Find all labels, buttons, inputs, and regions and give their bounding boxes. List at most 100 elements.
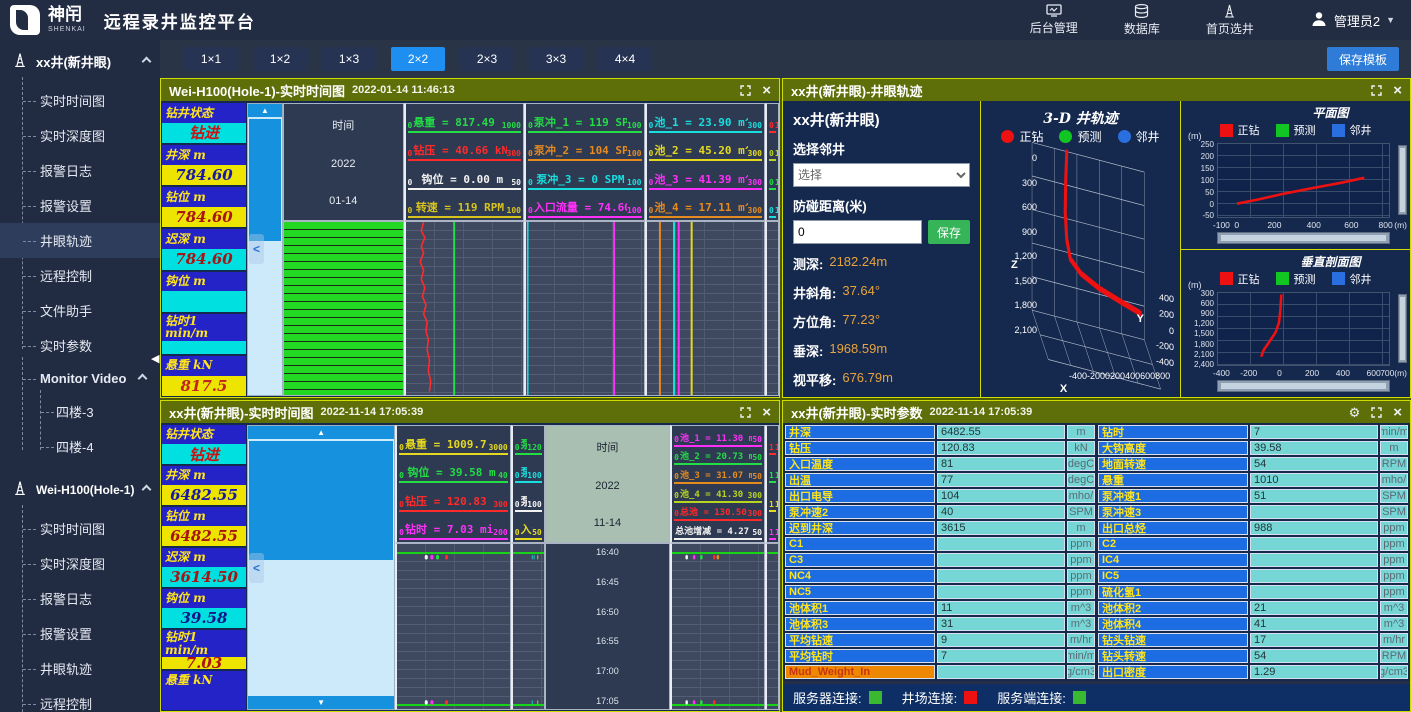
track3-header: 0池_1 = 11.30 m^3500池_2 = 20.73 m^3500池_3…	[670, 425, 765, 543]
save-template-button[interactable]: 保存模板	[1327, 47, 1399, 71]
chart-scrollbar[interactable]: ▲ ▼	[247, 425, 395, 710]
sidebar-item[interactable]: 报警日志	[0, 581, 160, 616]
expand-icon[interactable]	[740, 407, 751, 418]
param-unit-cell: m/hr	[1067, 633, 1095, 647]
sidebar-item[interactable]: 远程控制	[0, 258, 160, 293]
anti-collision-distance-input[interactable]	[793, 220, 922, 244]
gear-icon[interactable]: ⚙	[1349, 406, 1361, 419]
tick-label: 900	[1022, 227, 1037, 237]
scrollbar-thumb[interactable]	[249, 441, 393, 560]
param-label: 钩位 m	[162, 272, 246, 292]
sidebar-collapse-handle[interactable]: ◀	[151, 352, 159, 365]
expand-icon[interactable]	[740, 85, 751, 96]
stat-row: 方位角: 77.23°	[793, 312, 970, 331]
save-distance-button[interactable]: 保存	[928, 220, 970, 244]
layout-button[interactable]: 2×3	[460, 47, 514, 71]
sidebar-item[interactable]: 实时深度图	[0, 118, 160, 153]
scroll-up-icon[interactable]: ▲	[248, 104, 282, 117]
curve-label: 1C_2 = 0 ppm10000	[769, 486, 776, 512]
scroll-down-icon[interactable]: ▼	[248, 696, 394, 709]
scrollbar-thumb[interactable]	[249, 119, 281, 241]
sidebar-item[interactable]: 报警日志	[0, 153, 160, 188]
param-box: 悬重 kN 817.5	[162, 356, 246, 396]
track1-header: 0悬重 = 817.49 kN10000钻压 = 40.66 kN3000钩位 …	[404, 103, 525, 221]
params-table: 井深 6482.55 m 钻时 7 min/m 钻压	[783, 423, 1410, 681]
time-tick-label: 16:45	[596, 577, 619, 587]
scrollbar-thumb[interactable]	[1400, 148, 1405, 212]
nav-home-well-select[interactable]: 首页选井	[1206, 4, 1254, 37]
curve-label: 0泵冲_2 = 104 SPM100	[528, 136, 642, 162]
expand-icon[interactable]	[1371, 85, 1382, 96]
close-icon[interactable]: ×	[762, 83, 771, 98]
close-icon[interactable]: ×	[1393, 405, 1402, 420]
scrollbar-thumb[interactable]	[1220, 382, 1387, 390]
layout-button[interactable]: 2×2	[391, 47, 445, 71]
layout-button[interactable]: 4×4	[598, 47, 652, 71]
vertical-scrollbar[interactable]	[1398, 145, 1407, 215]
scroll-up-icon[interactable]: ▲	[248, 426, 394, 439]
layout-button[interactable]: 3×3	[529, 47, 583, 71]
x-axis-ticks: -1000200400600800	[1218, 220, 1389, 230]
horizontal-scrollbar[interactable]	[1217, 232, 1390, 244]
param-value-cell	[937, 553, 1065, 567]
param-value-cell	[1250, 537, 1378, 551]
sidebar-item[interactable]: 实时时间图	[0, 83, 160, 118]
tick-label: -400	[1213, 368, 1230, 378]
sidebar-item-video[interactable]: 四楼-3	[0, 394, 160, 429]
collapse-params-button[interactable]: <	[249, 553, 264, 583]
stat-row: 测深: 2182.24m	[793, 254, 970, 273]
param-name-cell: 钻时	[1098, 425, 1248, 439]
expand-icon[interactable]	[1371, 407, 1382, 418]
param-name-cell: 出口密度	[1098, 665, 1248, 679]
sidebar-item[interactable]: 实时深度图	[0, 546, 160, 581]
sidebar-well2-items: 实时时间图实时深度图报警日志报警设置井眼轨迹远程控制文件助手	[0, 511, 160, 712]
track1-header: 0悬重 = 1009.7 kN30000钩位 = 39.58 m400钻压 = …	[395, 425, 511, 543]
scrollbar-thumb[interactable]	[1220, 234, 1387, 242]
collapse-params-button[interactable]: <	[249, 234, 264, 264]
param-name-cell: 钻头钻速	[1098, 633, 1248, 647]
legend-swatch	[1332, 272, 1345, 285]
vertical-scrollbar[interactable]	[1398, 294, 1407, 364]
legend-item: 正钻	[1220, 271, 1260, 287]
layout-button[interactable]: 1×1	[184, 47, 238, 71]
sidebar-item[interactable]: 井眼轨迹	[0, 223, 160, 258]
sidebar-item[interactable]: 文件助手	[0, 293, 160, 328]
offset-well-select[interactable]: 选择	[793, 163, 970, 187]
sidebar-item[interactable]: 实时参数	[0, 328, 160, 363]
param-box: 钻井状态 钻进	[162, 425, 246, 464]
track1-plot	[395, 543, 511, 710]
user-menu[interactable]: 管理员2 ▼	[1310, 10, 1395, 31]
tick-label: 1,500	[1194, 329, 1214, 338]
sidebar-item[interactable]: 远程控制	[0, 686, 160, 712]
sidebar-well2-root[interactable]: Wei-H100(Hole-1)	[0, 468, 160, 511]
nav-backend-admin[interactable]: 后台管理	[1030, 4, 1078, 36]
sidebar-item[interactable]: 井眼轨迹	[0, 651, 160, 686]
close-icon[interactable]: ×	[1393, 83, 1402, 98]
z-axis-label: Z	[1011, 259, 1018, 271]
curve-label: 0池_3 = 31.07 m^350	[674, 466, 762, 484]
scrollbar-thumb[interactable]	[1400, 297, 1405, 361]
panel-time-chart-weih100: Wei-H100(Hole-1)-实时时间图 2022-01-14 11:46:…	[160, 78, 780, 398]
layout-button[interactable]: 1×2	[253, 47, 307, 71]
curve-label: 0泵冲_3 = 0 SPM100	[528, 164, 642, 190]
close-icon[interactable]: ×	[762, 405, 771, 420]
horizontal-scrollbar[interactable]	[1217, 380, 1390, 392]
sidebar-well1-root[interactable]: xx井(新井眼)	[0, 40, 160, 83]
param-name-cell: 池体积4	[1098, 617, 1248, 631]
sidebar-item[interactable]: 报警设置	[0, 188, 160, 223]
panel-timestamp: 2022-11-14 17:05:39	[320, 406, 423, 418]
curve-label: 总池增减 = 4.27 m^350	[674, 522, 762, 540]
chevron-up-icon	[142, 57, 152, 67]
sidebar-item[interactable]: 报警设置	[0, 616, 160, 651]
x-axis-label: X	[981, 383, 1146, 395]
sidebar-item-video[interactable]: 四楼-4	[0, 429, 160, 464]
time-tick-label: 16:55	[596, 636, 619, 646]
param-name-cell: 井深	[785, 425, 935, 439]
curve-label: 0钻时 = 7.03 min/m200	[399, 515, 508, 541]
param-label: 钩位 m	[162, 589, 246, 608]
layout-button[interactable]: 1×3	[322, 47, 376, 71]
param-label: 井深 m	[162, 466, 246, 485]
sidebar-item[interactable]: 实时时间图	[0, 511, 160, 546]
nav-database[interactable]: 数据库	[1124, 4, 1160, 37]
sidebar-item-monitor-video[interactable]: Monitor Video	[0, 363, 160, 394]
